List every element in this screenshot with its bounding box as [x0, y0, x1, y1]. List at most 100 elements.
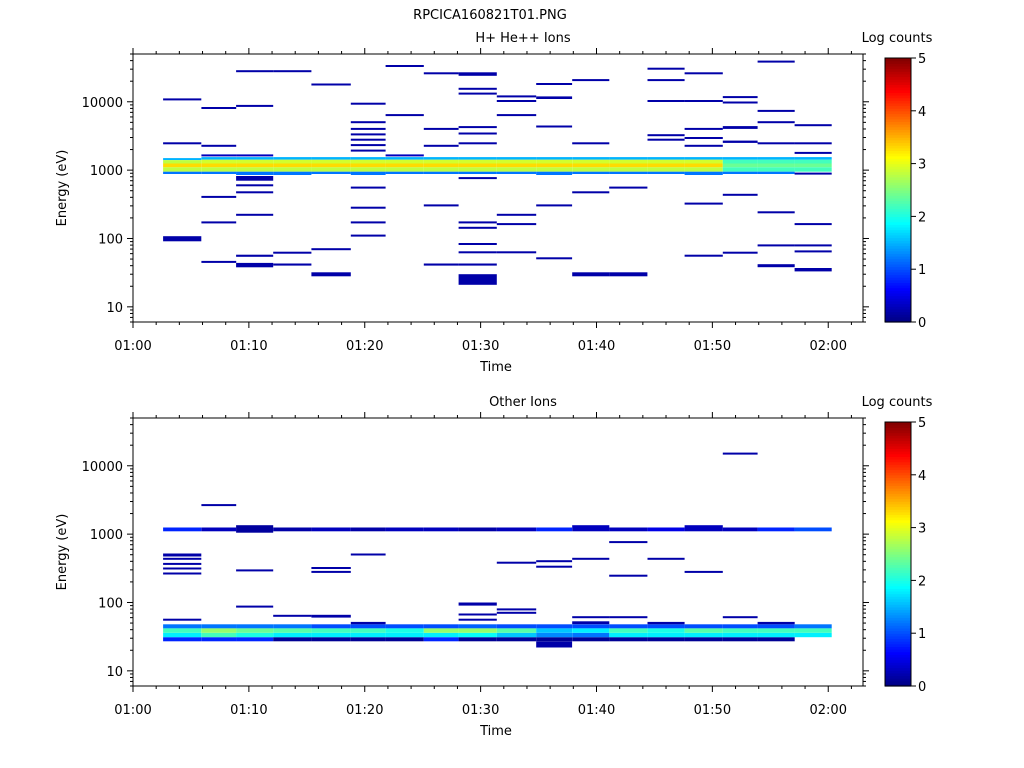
heatmap-cell — [201, 171, 237, 174]
heatmap-cell — [684, 144, 723, 147]
colorbar-segment — [885, 274, 911, 278]
y-tick-label: 10 — [106, 301, 123, 316]
colorbar-segment — [885, 583, 911, 587]
colorbar-segment — [885, 171, 911, 175]
heatmap-cell — [350, 553, 386, 556]
colorbar-segment — [885, 63, 911, 67]
colorbar-segment — [885, 440, 911, 444]
heatmap-cell — [647, 637, 685, 642]
y-axis-label: Energy (eV) — [55, 514, 70, 591]
colorbar-segment — [885, 575, 911, 579]
heatmap-cell — [536, 167, 573, 172]
heatmap-cell — [684, 159, 723, 164]
colorbar-segment — [885, 683, 911, 687]
colorbar-segment — [885, 308, 911, 313]
heatmap-cell — [385, 527, 424, 532]
heatmap-cell — [794, 163, 832, 168]
colorbar-segment — [885, 517, 911, 521]
heatmap-cell — [757, 632, 795, 638]
heatmap-cell — [496, 251, 537, 254]
colorbar-segment — [885, 495, 911, 500]
heatmap-cell — [536, 637, 573, 642]
heatmap-cell — [236, 213, 274, 216]
heatmap-cell — [273, 614, 312, 617]
colorbar-segment — [885, 100, 911, 104]
colorbar-segment — [885, 532, 911, 537]
heatmap-cell — [458, 637, 497, 642]
colorbar-segment — [885, 192, 911, 196]
heatmap-cell — [350, 628, 386, 633]
heatmap-cell — [458, 72, 497, 76]
heatmap-cell — [794, 250, 832, 253]
heatmap-cell — [311, 614, 351, 618]
heatmap-cell — [496, 611, 537, 614]
colorbar-segment — [885, 292, 911, 297]
colorbar-segment — [885, 466, 911, 471]
heatmap-cell — [236, 569, 274, 572]
colorbar-segment — [885, 200, 911, 204]
heatmap-cell — [496, 171, 537, 174]
heatmap-cell — [236, 637, 274, 642]
heatmap-cell — [794, 151, 832, 154]
heatmap-cell — [572, 171, 610, 174]
colorbar-segment — [885, 105, 911, 109]
colorbar-tick-label: 5 — [918, 52, 926, 67]
heatmap-cell — [609, 624, 648, 629]
x-tick-label: 01:00 — [114, 339, 151, 354]
heatmap-cell — [684, 624, 723, 629]
colorbar-segment — [885, 506, 911, 510]
colorbar-segment — [885, 242, 911, 247]
figure-title: RPCICA160821T01.PNG — [413, 8, 567, 23]
colorbar-segment — [885, 572, 911, 576]
heatmap-cell — [536, 257, 573, 260]
colorbar-segment — [885, 609, 911, 613]
colorbar-segment — [885, 166, 911, 170]
heatmap-cell — [423, 263, 459, 266]
x-tick-label: 01:40 — [578, 703, 615, 718]
heatmap-cell — [458, 87, 497, 90]
x-tick-label: 02:00 — [810, 339, 847, 354]
heatmap-cell — [536, 628, 573, 633]
heatmap-cell — [794, 142, 832, 145]
colorbar-segment — [885, 638, 911, 642]
heatmap-cell — [163, 236, 202, 242]
colorbar-segment — [885, 548, 911, 552]
colorbar-segment — [885, 303, 911, 307]
heatmap-cell — [201, 527, 237, 532]
colorbar-segment — [885, 126, 911, 130]
colorbar-segment — [885, 488, 911, 492]
colorbar-segment — [885, 240, 911, 244]
colorbar-segment — [885, 627, 911, 632]
heatmap-cell — [385, 154, 424, 157]
colorbar-segment — [885, 205, 911, 210]
heatmap-cell — [722, 159, 758, 164]
colorbar-segment — [885, 606, 911, 611]
heatmap-cell — [350, 127, 386, 130]
heatmap-cell — [572, 557, 610, 560]
colorbar-segment — [885, 659, 911, 663]
heatmap-cell — [423, 204, 459, 207]
heatmap-cell — [794, 124, 832, 127]
heatmap-cell — [163, 557, 202, 560]
heatmap-cell — [496, 608, 537, 611]
colorbar-segment — [885, 234, 911, 239]
heatmap-cell — [684, 637, 723, 642]
colorbar-segment — [885, 551, 911, 555]
colorbar-segment — [885, 153, 911, 157]
heatmap-cell — [458, 618, 497, 621]
colorbar-segment — [885, 654, 911, 658]
heatmap-cells — [163, 452, 832, 648]
colorbar-segment — [885, 461, 911, 465]
heatmap-cell — [684, 127, 723, 130]
colorbar-segment — [885, 490, 911, 494]
heatmap-cell — [458, 142, 497, 145]
colorbar-segment — [885, 612, 911, 616]
heatmap-cell — [757, 157, 795, 160]
colorbar-segment — [885, 651, 911, 655]
heatmap-cell — [273, 251, 312, 254]
heatmap-cell — [684, 202, 723, 205]
colorbar-segment — [885, 511, 911, 515]
heatmap-cell — [496, 159, 537, 164]
heatmap-cell — [684, 628, 723, 633]
